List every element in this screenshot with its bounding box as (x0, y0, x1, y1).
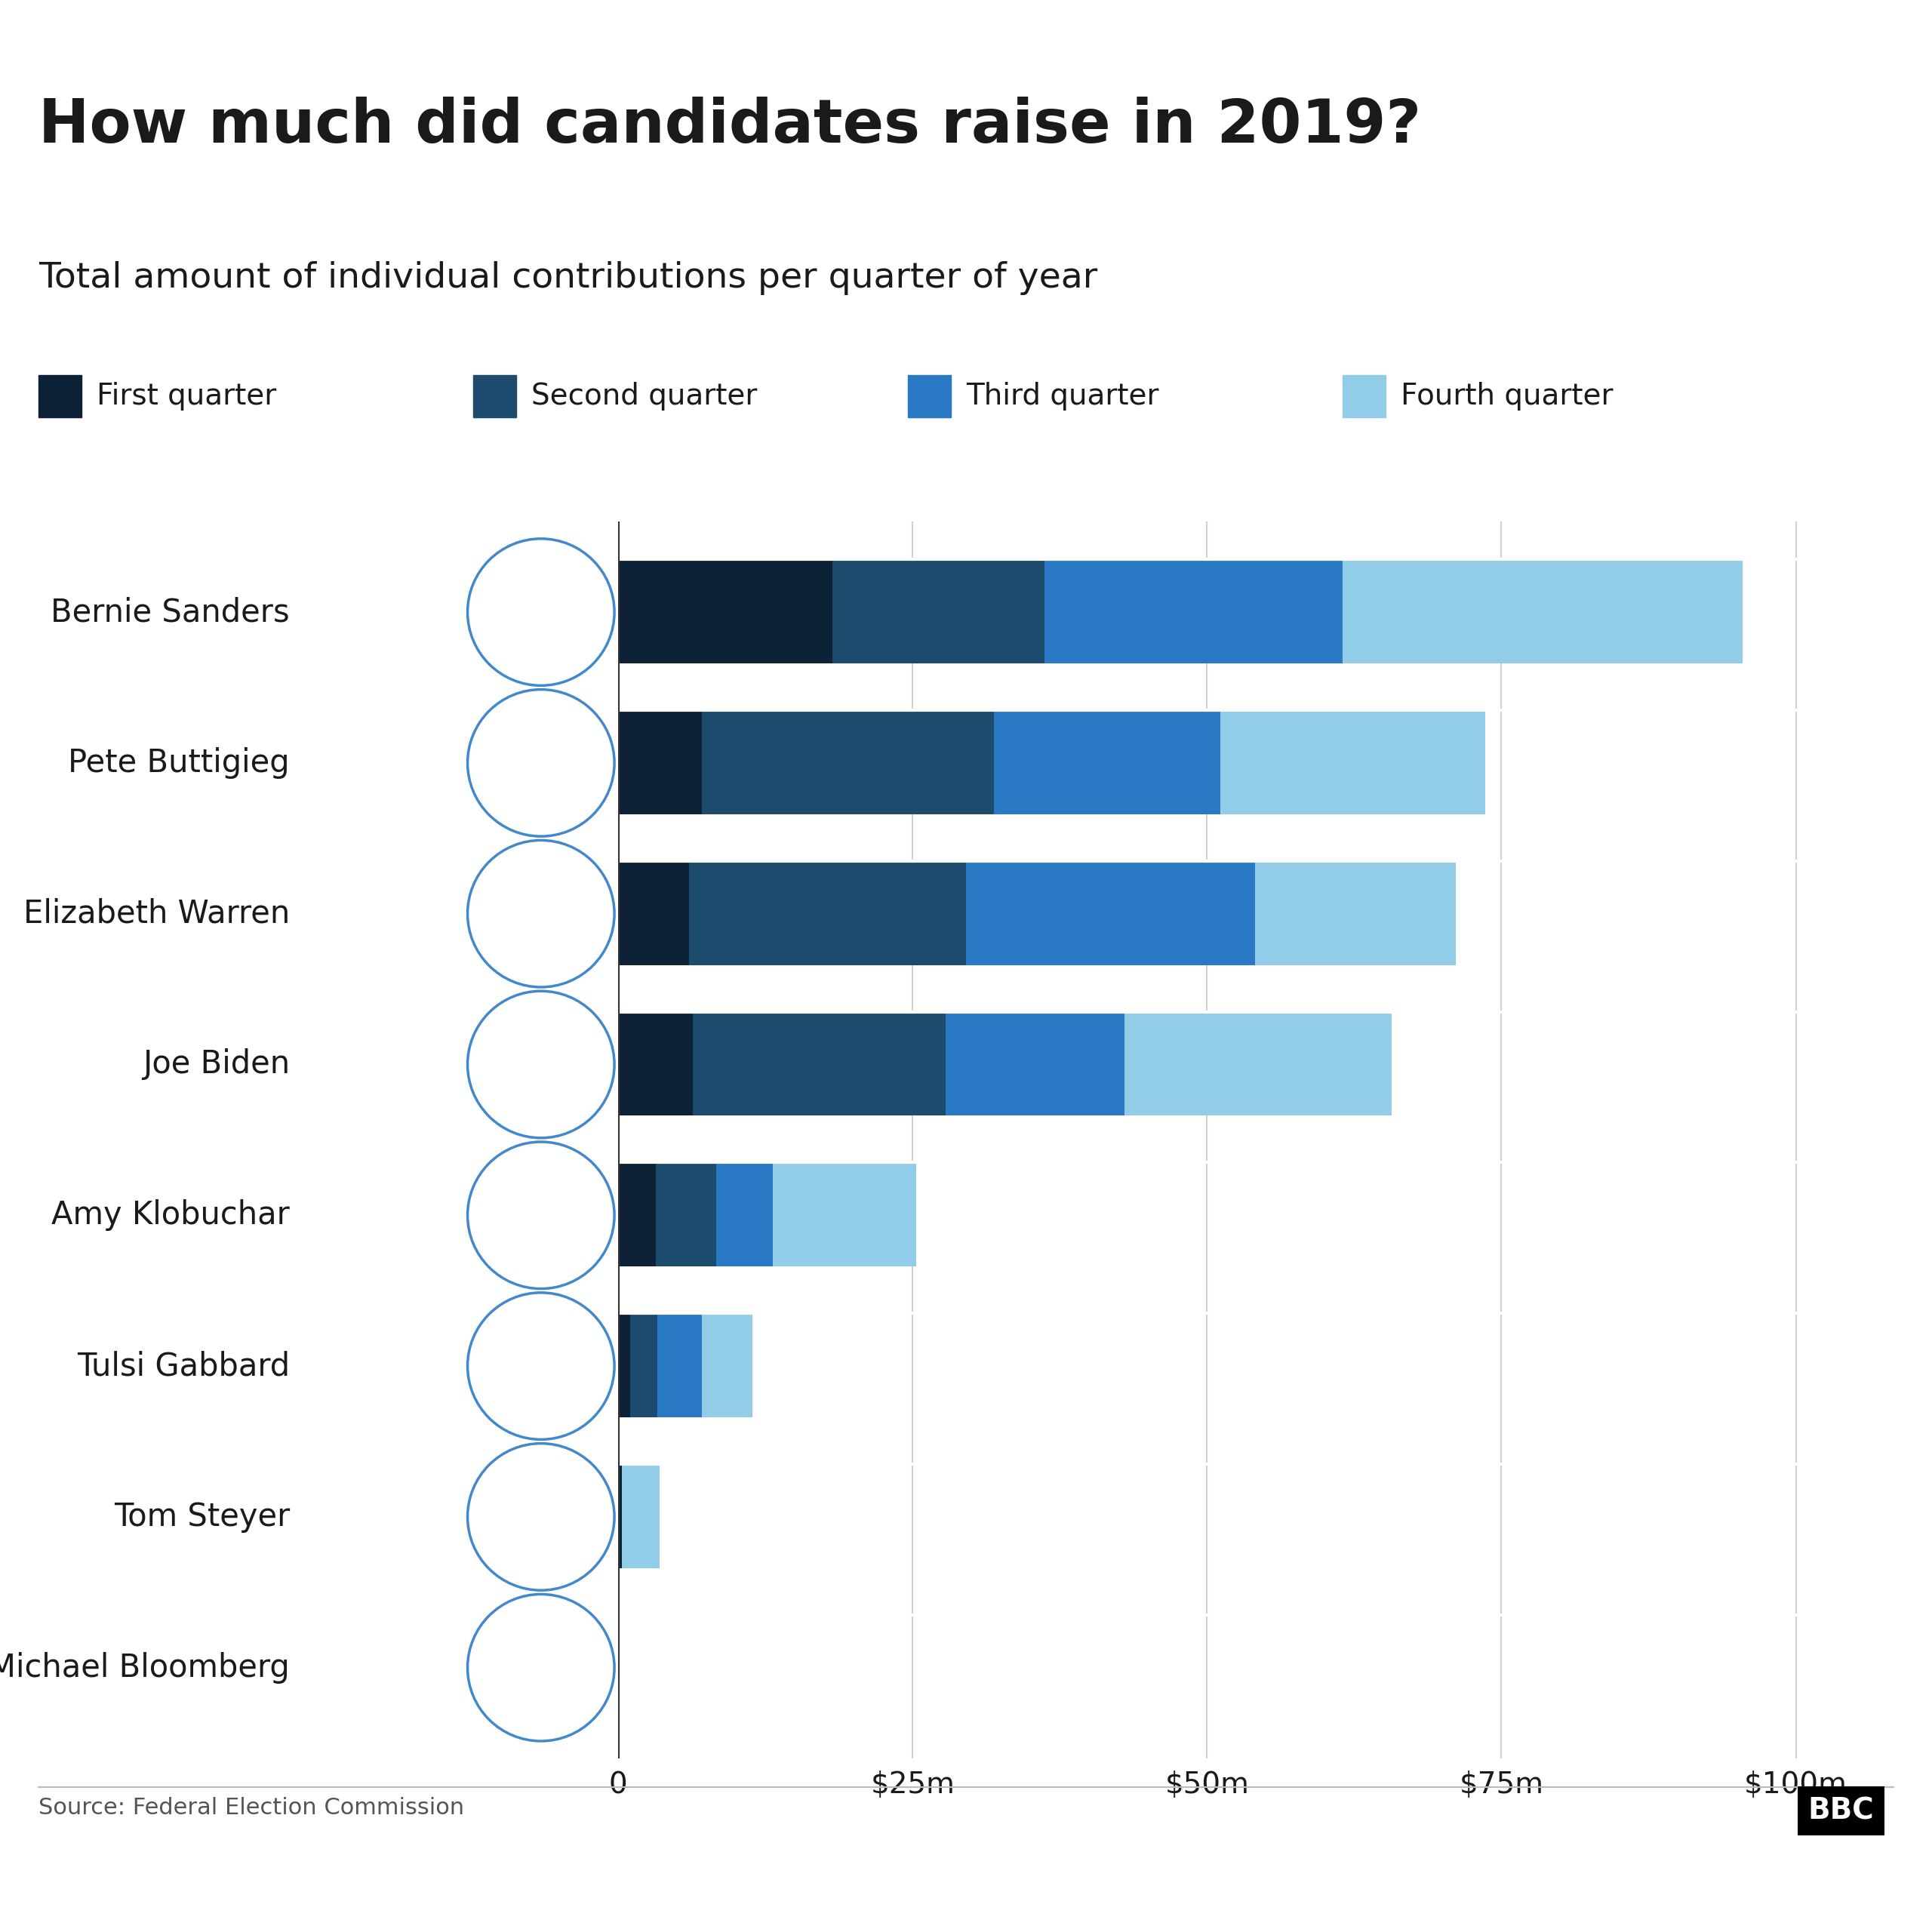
Bar (618, 1012, 692, 1117)
Bar (618, 711, 701, 813)
Text: Third quarter: Third quarter (966, 383, 1159, 410)
Bar (1256, 862, 1455, 964)
Bar (657, 1163, 717, 1267)
Text: BBC: BBC (1808, 1797, 1874, 1826)
Bar (618, 560, 833, 663)
Bar (618, 1466, 622, 1569)
Text: Amy Klobuchar: Amy Klobuchar (52, 1200, 290, 1231)
Bar (833, 560, 1045, 663)
Bar (966, 862, 1256, 964)
Bar (692, 1012, 945, 1117)
Bar (690, 862, 966, 964)
Bar (773, 1163, 916, 1267)
Text: Fourth quarter: Fourth quarter (1401, 383, 1613, 410)
Bar (1219, 711, 1486, 813)
Text: First quarter: First quarter (97, 383, 276, 410)
Bar (1045, 560, 1343, 663)
Text: How much did candidates raise in 2019?: How much did candidates raise in 2019? (39, 97, 1422, 155)
Bar (701, 1316, 752, 1418)
Text: Joe Biden: Joe Biden (143, 1049, 290, 1080)
Bar (945, 1012, 1124, 1117)
Bar (701, 711, 993, 813)
Bar (618, 1163, 657, 1267)
Text: Tulsi Gabbard: Tulsi Gabbard (77, 1350, 290, 1381)
Bar (717, 1163, 773, 1267)
Text: Total amount of individual contributions per quarter of year: Total amount of individual contributions… (39, 261, 1097, 296)
Text: Source: Federal Election Commission: Source: Federal Election Commission (39, 1797, 464, 1818)
Text: Tom Steyer: Tom Steyer (114, 1501, 290, 1532)
Text: Second quarter: Second quarter (531, 383, 757, 410)
Bar (618, 862, 690, 964)
Bar (993, 711, 1219, 813)
Bar (657, 1316, 701, 1418)
Bar (1343, 560, 1743, 663)
Bar (618, 1316, 630, 1418)
Bar (622, 1466, 659, 1569)
Text: Bernie Sanders: Bernie Sanders (50, 597, 290, 628)
Text: Pete Buttigieg: Pete Buttigieg (68, 748, 290, 779)
Text: Michael Bloomberg: Michael Bloomberg (0, 1652, 290, 1683)
Bar (1124, 1012, 1391, 1117)
Bar (630, 1316, 657, 1418)
Text: Elizabeth Warren: Elizabeth Warren (23, 898, 290, 929)
